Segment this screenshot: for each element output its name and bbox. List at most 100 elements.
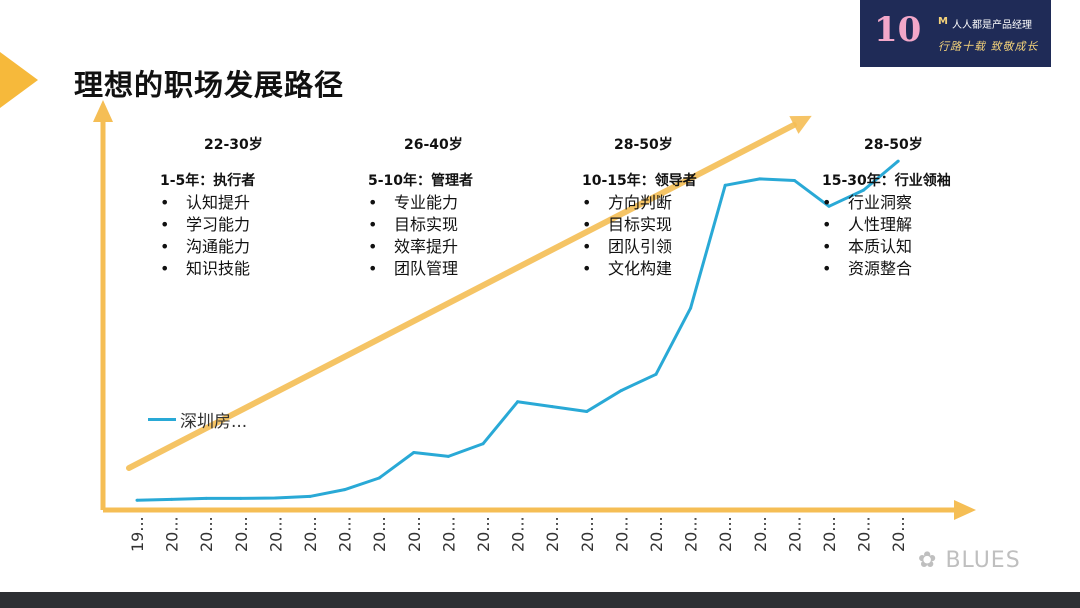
- bullet: •: [822, 237, 832, 256]
- stage-role: 5-10年：管理者: [368, 173, 474, 189]
- stage-age: 28-50岁: [614, 137, 673, 153]
- list-item: • 资源整合: [822, 258, 912, 280]
- list-item-text: 文化构建: [608, 259, 673, 278]
- x-tick-label: 20...: [439, 516, 458, 552]
- logo-mark-icon: M: [938, 16, 948, 27]
- bullet: •: [822, 215, 832, 234]
- brand-logo: 10 M 人人都是产品经理 行路十载 致敬成长: [860, 0, 1051, 67]
- trend-arrowhead: [789, 115, 812, 134]
- x-tick-label: 20...: [370, 516, 389, 552]
- stage-ability-list: • 认知提升 • 学习能力 • 沟通能力 • 知识技能: [160, 192, 250, 280]
- data-point: [170, 497, 174, 501]
- list-item-text: 本质认知: [848, 237, 913, 256]
- data-point: [792, 178, 796, 182]
- list-item-text: 团队管理: [394, 259, 459, 278]
- list-item: • 目标实现: [368, 214, 458, 236]
- data-point: [412, 450, 416, 454]
- stage-age: 28-50岁: [864, 137, 923, 153]
- data-point: [862, 188, 866, 192]
- data-point: [239, 496, 243, 500]
- x-tick-label: 20...: [820, 516, 839, 552]
- data-point: [550, 405, 554, 409]
- bullet: •: [582, 237, 592, 256]
- watermark: ✿ BLUES: [918, 548, 1021, 573]
- x-tick-label: 20...: [197, 516, 216, 552]
- legend-swatch: [148, 418, 176, 421]
- data-point: [343, 488, 347, 492]
- x-axis-arrowhead: [954, 500, 976, 520]
- page-title: 理想的职场发展路径: [74, 68, 345, 102]
- list-item-text: 目标实现: [608, 215, 673, 234]
- list-item: • 本质认知: [822, 236, 912, 258]
- list-item-text: 认知提升: [186, 193, 251, 212]
- data-point: [654, 372, 658, 376]
- bullet: •: [160, 237, 170, 256]
- data-point: [481, 442, 485, 446]
- list-item-text: 知识技能: [186, 259, 251, 278]
- list-item: • 知识技能: [160, 258, 250, 280]
- list-item-text: 专业能力: [394, 193, 459, 212]
- list-item-text: 人性理解: [848, 215, 913, 234]
- data-point: [204, 496, 208, 500]
- list-item-text: 目标实现: [394, 215, 459, 234]
- bullet: •: [160, 259, 170, 278]
- list-item-text: 效率提升: [394, 237, 459, 256]
- x-tick-label: 20...: [474, 516, 493, 552]
- bullet: •: [160, 215, 170, 234]
- x-tick-label: 20...: [405, 516, 424, 552]
- stage-role: 1-5年：执行者: [160, 173, 256, 189]
- data-point: [723, 183, 727, 187]
- x-tick-label: 20...: [232, 516, 251, 552]
- x-tick-label: 20...: [509, 516, 528, 552]
- logo-brand-name: 人人都是产品经理: [952, 20, 1032, 31]
- stage-role: 15-30年：行业领袖: [822, 173, 951, 189]
- list-item: • 沟通能力: [160, 236, 250, 258]
- logo-anniversary-number: 10: [874, 10, 922, 50]
- bullet: •: [368, 259, 378, 278]
- data-point: [585, 409, 589, 413]
- list-item: • 认知提升: [160, 192, 250, 214]
- bullet: •: [582, 259, 592, 278]
- y-axis-arrowhead: [93, 100, 113, 122]
- data-point: [446, 454, 450, 458]
- list-item: • 目标实现: [582, 214, 672, 236]
- data-point: [377, 476, 381, 480]
- bullet: •: [160, 193, 170, 212]
- x-tick-label: 19...: [128, 516, 147, 552]
- x-tick-label: 20...: [855, 516, 874, 552]
- list-item-text: 资源整合: [848, 259, 913, 278]
- logo-slogan: 行路十载 致敬成长: [938, 40, 1039, 53]
- list-item: • 效率提升: [368, 236, 458, 258]
- list-item: • 团队引领: [582, 236, 672, 258]
- x-tick-label: 20...: [889, 516, 908, 552]
- stage-ability-list: • 行业洞察 • 人性理解 • 本质认知 • 资源整合: [822, 192, 912, 280]
- x-tick-label: 20...: [163, 516, 182, 552]
- data-point: [758, 177, 762, 181]
- series-line: [136, 159, 900, 502]
- x-tick-label: 20...: [301, 516, 320, 552]
- list-item: • 团队管理: [368, 258, 458, 280]
- bullet: •: [582, 193, 592, 212]
- x-tick-label: 20...: [647, 516, 666, 552]
- stage-age: 26-40岁: [404, 137, 463, 153]
- stage-role: 10-15年：领导者: [582, 173, 697, 189]
- wechat-icon: ✿: [918, 548, 938, 573]
- x-tick-label: 20...: [682, 516, 701, 552]
- bullet: •: [368, 215, 378, 234]
- list-item-text: 学习能力: [186, 215, 251, 234]
- stage-age: 22-30岁: [204, 137, 263, 153]
- x-tick-label: 20...: [266, 516, 285, 552]
- chart-marks: 19... 20... 20... 20... 20... 20... 20... 20...…: [93, 100, 976, 552]
- bullet: •: [368, 193, 378, 212]
- watermark-text: BLUES: [945, 548, 1021, 573]
- bullet: •: [368, 237, 378, 256]
- list-item: • 学习能力: [160, 214, 250, 236]
- chart-legend: 深圳房...: [148, 407, 247, 432]
- stage-ability-list: • 专业能力 • 目标实现 • 效率提升 • 团队管理: [368, 192, 458, 280]
- x-tick-label: 20...: [578, 516, 597, 552]
- list-item: • 行业洞察: [822, 192, 912, 214]
- list-item: • 方向判断: [582, 192, 672, 214]
- list-item-text: 沟通能力: [186, 237, 251, 256]
